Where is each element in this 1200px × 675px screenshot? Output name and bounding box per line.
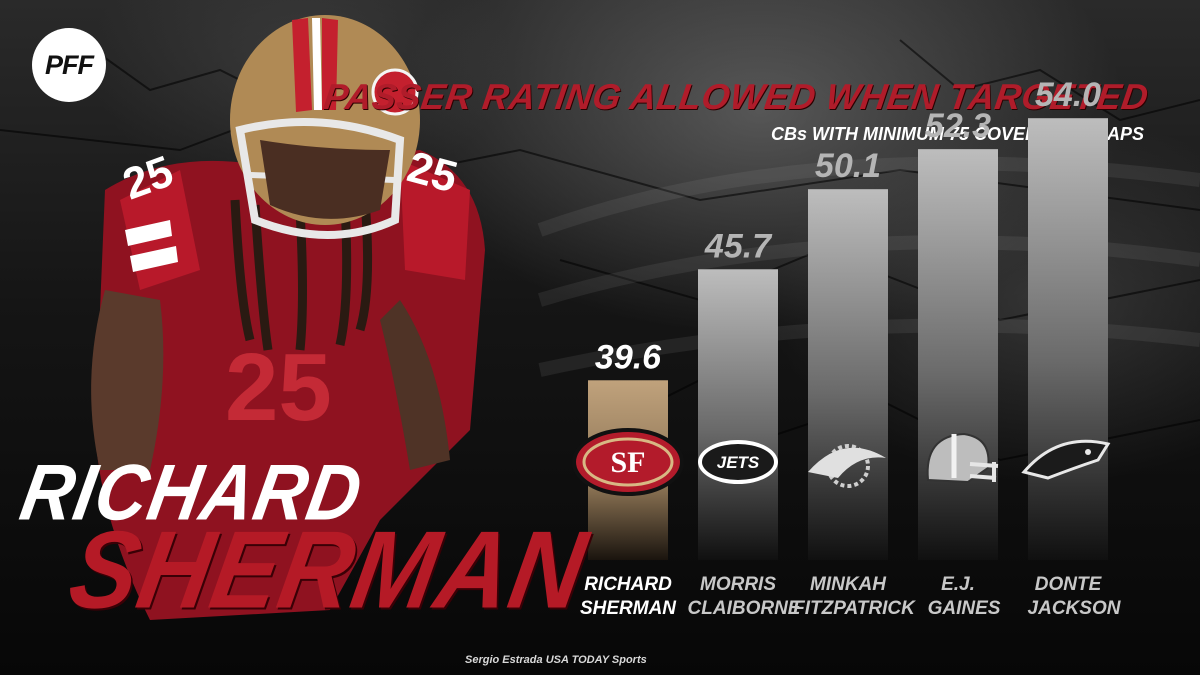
bar-value-label: 50.1	[815, 147, 881, 185]
bar	[918, 149, 998, 560]
bar	[698, 269, 778, 560]
bar-value-label: 54.0	[1035, 76, 1101, 114]
pff-logo: PFF	[32, 28, 106, 102]
svg-text:SF: SF	[610, 446, 645, 479]
category-label: MORRIS CLAIBORNE	[688, 574, 802, 619]
bar-value-label: 52.3	[925, 107, 991, 145]
pff-logo-text: PFF	[45, 50, 94, 80]
dolphins-logo-icon	[808, 444, 886, 488]
category-label: E.J. GAINES	[928, 574, 1001, 619]
bar	[808, 189, 888, 560]
category-label: DONTE JACKSON	[1028, 574, 1122, 619]
photo-credit: Sergio Estrada USA TODAY Sports	[465, 654, 647, 666]
bar	[1028, 118, 1108, 560]
browns-helmet-icon	[926, 432, 999, 484]
bar-value-label: 45.7	[704, 227, 773, 265]
jersey-number-chest: 25	[225, 334, 332, 441]
category-label: MINKAH FITZPATRICK	[793, 574, 916, 619]
player-last-name: SHERMAN	[61, 508, 596, 632]
49ers-logo-icon: SF	[572, 428, 684, 496]
player-photo: 25 25 25	[91, 15, 485, 620]
svg-text:JETS: JETS	[717, 453, 760, 472]
panthers-logo-icon	[1021, 439, 1111, 480]
category-label: RICHARD SHERMAN	[580, 574, 677, 619]
jets-logo-icon: JETS	[698, 440, 778, 484]
bar-value-label: 39.6	[595, 338, 662, 376]
